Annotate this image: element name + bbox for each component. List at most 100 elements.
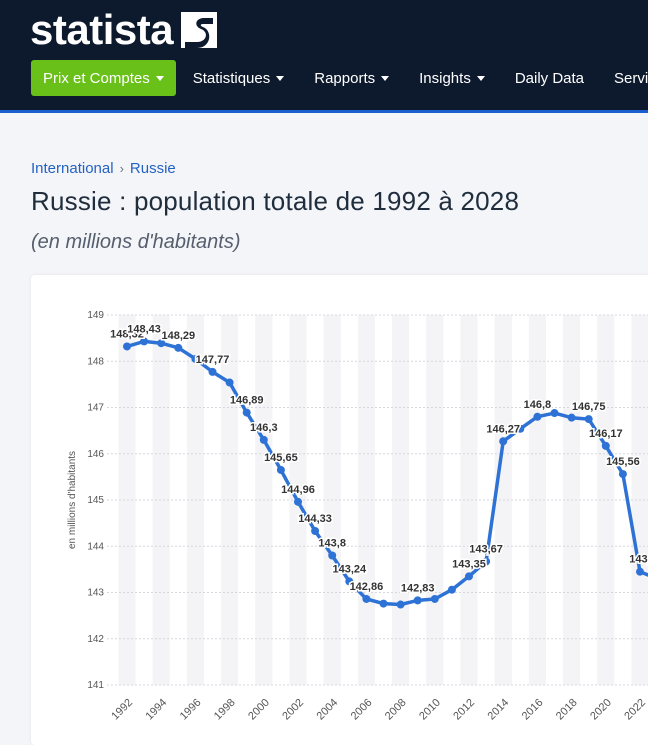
- x-tick-label: 2008: [383, 697, 409, 723]
- data-label: 145,65: [264, 452, 298, 464]
- y-tick-label: 145: [87, 495, 104, 506]
- data-point: [328, 551, 337, 560]
- y-tick-label: 144: [87, 541, 104, 552]
- y-tick-label: 148: [87, 356, 104, 367]
- nav-label: Daily Data: [514, 69, 585, 87]
- x-tick-label: 2016: [520, 697, 546, 723]
- data-point: [533, 412, 542, 421]
- y-tick-label: 143: [87, 588, 104, 599]
- grid-band: [221, 315, 239, 685]
- data-label: 146,3: [250, 422, 278, 434]
- data-point: [294, 497, 302, 506]
- breadcrumb-russie[interactable]: Russie: [129, 160, 176, 177]
- data-point: [584, 415, 593, 424]
- top-navigation-bar: statista Prix et Comptes Statistiques Ra…: [0, 0, 648, 110]
- x-tick-label: 2006: [349, 697, 375, 723]
- data-point: [430, 594, 439, 603]
- y-tick-label: 149: [87, 310, 104, 321]
- x-tick-label: 2022: [622, 697, 648, 723]
- chart-card: 141 142 143 144 145 146 147 148 149 en millions d…: [31, 275, 648, 745]
- x-tick-label: 2012: [451, 697, 477, 723]
- x-tick-label: 1996: [178, 697, 204, 723]
- header-divider: [0, 110, 648, 113]
- data-label: 142,83: [401, 582, 435, 594]
- main-nav: Prix et Comptes Statistiques Rapports In…: [0, 60, 648, 96]
- x-tick-label: 2002: [280, 697, 306, 723]
- y-tick-label: 147: [87, 403, 104, 414]
- data-point: [550, 409, 559, 418]
- nav-rapports[interactable]: Rapports: [314, 60, 390, 96]
- data-point: [208, 367, 217, 376]
- nav-services[interactable]: Services: [614, 60, 648, 96]
- data-point: [499, 437, 508, 446]
- data-label: 144,96: [281, 484, 315, 496]
- page-subtitle: (en millions d'habitants): [31, 231, 241, 253]
- data-point: [413, 596, 422, 605]
- data-point: [259, 435, 268, 444]
- data-point: [447, 585, 456, 594]
- data-point: [174, 343, 183, 352]
- data-label: 143,35: [452, 558, 486, 570]
- nav-statistiques[interactable]: Statistiques: [193, 60, 285, 96]
- statista-logo[interactable]: statista: [30, 6, 218, 54]
- data-point: [618, 470, 627, 479]
- data-point: [225, 378, 234, 387]
- data-point: [157, 339, 166, 348]
- x-tick-label: 1998: [212, 697, 238, 723]
- data-label: 142,86: [350, 581, 384, 593]
- page-title: Russie : population totale de 1992 à 202…: [31, 186, 520, 216]
- x-tick-label: 2010: [417, 697, 443, 723]
- y-tick-label: 146: [87, 449, 104, 460]
- nav-label: Insights: [419, 69, 471, 87]
- chevron-down-icon: [381, 75, 390, 81]
- data-point: [276, 465, 285, 474]
- data-label: 143,8: [318, 538, 346, 550]
- data-point: [123, 342, 131, 351]
- data-label: 146,27: [486, 423, 520, 435]
- data-point: [636, 567, 644, 576]
- x-tick-label: 2004: [315, 697, 341, 723]
- data-label: 143,67: [469, 544, 503, 556]
- x-tick-label: 2018: [554, 697, 580, 723]
- chevron-down-icon: [155, 75, 164, 81]
- population-line-chart: 141 142 143 144 145 146 147 148 149 en millions d…: [67, 310, 648, 723]
- data-point: [601, 441, 610, 450]
- grid-band: [528, 315, 546, 685]
- data-label: 146,8: [524, 399, 552, 411]
- y-axis-label: en millions d'habitants: [67, 451, 78, 549]
- breadcrumb-international[interactable]: International: [31, 160, 114, 177]
- nav-prix-et-comptes[interactable]: Prix et Comptes: [31, 60, 176, 96]
- data-label: 146,75: [572, 401, 606, 413]
- data-point: [516, 424, 525, 433]
- data-point: [345, 577, 354, 586]
- x-tick-label: 1992: [109, 697, 135, 723]
- data-point: [379, 599, 388, 608]
- nav-insights[interactable]: Insights: [419, 60, 485, 96]
- chevron-right-icon: ›: [119, 161, 124, 176]
- data-label: 145,56: [606, 456, 640, 468]
- y-tick-label: 142: [87, 634, 104, 645]
- nav-label: Statistiques: [192, 69, 271, 87]
- data-point: [191, 354, 200, 363]
- data-point: [311, 526, 320, 535]
- nav-label: Services: [614, 69, 648, 87]
- data-label: 143,24: [332, 563, 367, 575]
- data-label: 144,33: [298, 513, 332, 525]
- nav-daily-data[interactable]: Daily Data: [515, 60, 584, 96]
- data-point: [362, 594, 371, 603]
- x-tick-label: 2020: [588, 697, 614, 723]
- data-label: 148,43: [127, 323, 161, 335]
- chevron-down-icon: [276, 75, 285, 81]
- data-label: 146,89: [230, 395, 264, 407]
- nav-label: Rapports: [314, 69, 376, 87]
- data-point: [140, 337, 149, 346]
- x-tick-label: 2014: [486, 697, 512, 723]
- y-tick-label: 141: [87, 680, 104, 691]
- data-point: [482, 557, 491, 566]
- data-label: 143,: [629, 554, 648, 566]
- data-point: [396, 600, 405, 609]
- breadcrumb: International › Russie: [31, 160, 176, 177]
- logo-text: statista: [30, 6, 174, 53]
- data-point: [567, 413, 576, 422]
- x-tick-label: 2000: [246, 697, 272, 723]
